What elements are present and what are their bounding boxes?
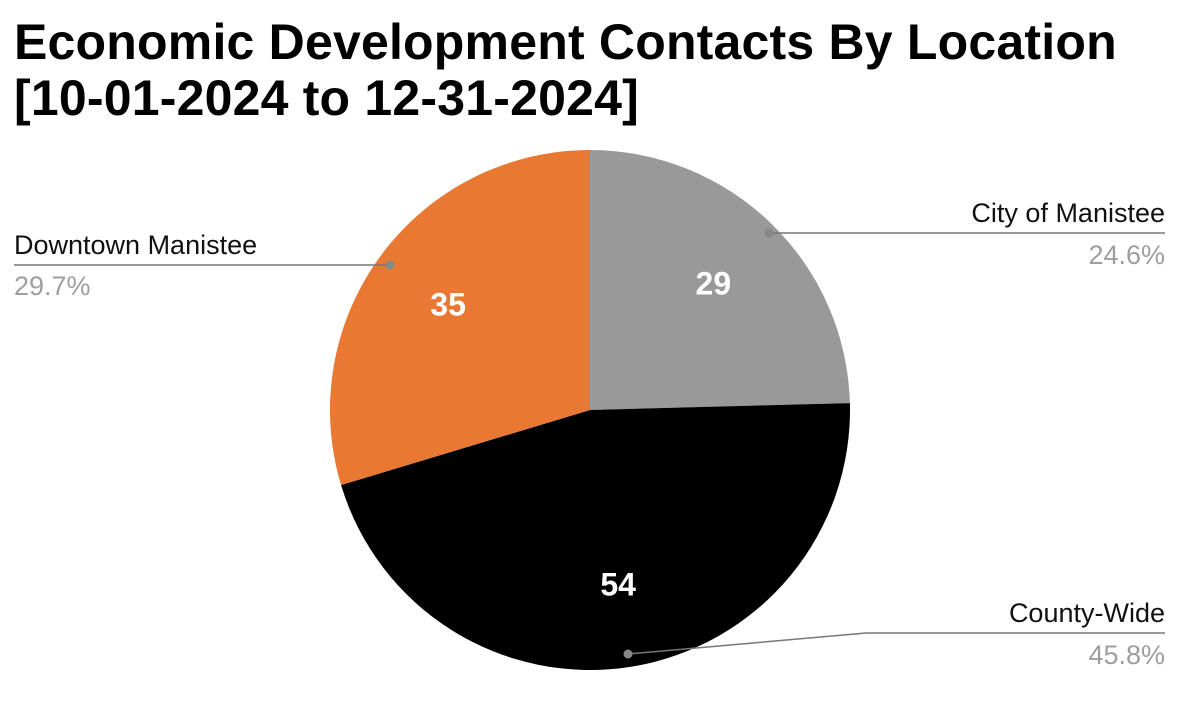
callout-percent-county-wide: 45.8%: [1088, 640, 1165, 670]
pie-slice-county-wide: [341, 403, 850, 670]
leader-dot-county-wide: [623, 649, 633, 659]
callout-percent-city-of-manistee: 24.6%: [1088, 240, 1165, 270]
leader-line-county-wide: [627, 632, 1165, 655]
callout-city-of-manistee: City of Manistee 24.6%: [764, 198, 1165, 270]
callout-percent-downtown-manistee: 29.7%: [14, 271, 91, 301]
slice-callouts: City of Manistee 24.6% County-Wide 45.8% Dow…: [14, 198, 1165, 670]
callout-label-county-wide: County-Wide: [1009, 598, 1165, 628]
callout-county-wide: County-Wide 45.8%: [623, 598, 1165, 670]
pie-slice-downtown-manistee: [330, 150, 590, 486]
slice-value-label-downtown-manistee: 35: [430, 287, 466, 323]
callout-downtown-manistee: Downtown Manistee 29.7%: [14, 230, 395, 301]
chart-title: Economic Development Contacts By Locatio…: [14, 14, 1117, 126]
slice-value-label-city-of-manistee: 29: [696, 265, 732, 301]
pie-slices: [330, 150, 850, 670]
slice-value-label-county-wide: 54: [600, 567, 636, 603]
slice-value-labels: 29 54 35: [430, 265, 731, 602]
callout-label-city-of-manistee: City of Manistee: [971, 198, 1165, 228]
callout-label-downtown-manistee: Downtown Manistee: [14, 230, 257, 260]
leader-dot-city-of-manistee: [764, 228, 774, 238]
pie-slice-city-of-manistee: [590, 150, 850, 410]
leader-dot-downtown-manistee: [385, 260, 395, 270]
